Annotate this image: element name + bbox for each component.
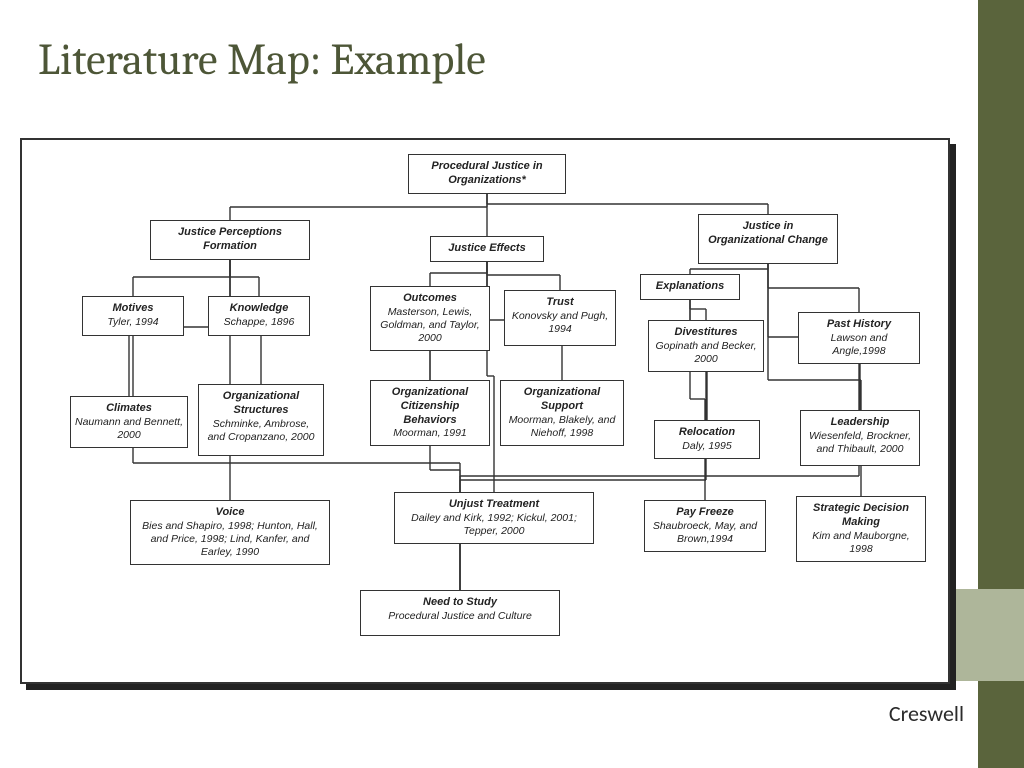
node-title: Climates xyxy=(75,402,183,416)
node-citation: Moorman, Blakely, and Niehoff, 1998 xyxy=(505,414,619,440)
node-joc: Justice in Organizational Change xyxy=(698,214,838,264)
node-title: Justice in Organizational Change xyxy=(703,220,833,248)
node-orgsupport: Organizational SupportMoorman, Blakely, … xyxy=(500,380,624,446)
node-citation: Tyler, 1994 xyxy=(87,316,179,329)
node-title: Explanations xyxy=(645,280,735,294)
node-title: Pay Freeze xyxy=(649,506,761,520)
node-title: Knowledge xyxy=(213,302,305,316)
node-title: Strategic Decision Making xyxy=(801,502,921,530)
node-title: Organizational Citizenship Behaviors xyxy=(375,386,485,427)
node-unjust: Unjust TreatmentDailey and Kirk, 1992; K… xyxy=(394,492,594,544)
node-title: Need to Study xyxy=(365,596,555,610)
node-need: Need to StudyProcedural Justice and Cult… xyxy=(360,590,560,636)
node-citation: Schappe, 1896 xyxy=(213,316,305,329)
node-explan: Explanations xyxy=(640,274,740,300)
node-title: Procedural Justice in Organizations* xyxy=(413,160,561,188)
node-root: Procedural Justice in Organizations* xyxy=(408,154,566,194)
node-title: Trust xyxy=(509,296,611,310)
node-climates: ClimatesNaumann and Bennett, 2000 xyxy=(70,396,188,448)
node-outcomes: OutcomesMasterson, Lewis, Goldman, and T… xyxy=(370,286,490,351)
literature-map-diagram: Procedural Justice in Organizations* Just… xyxy=(20,138,950,684)
credit-label: Creswell xyxy=(889,700,964,727)
node-citation: Schminke, Ambrose, and Cropanzano, 2000 xyxy=(203,418,319,444)
node-title: Divestitures xyxy=(653,326,759,340)
node-title: Relocation xyxy=(659,426,755,440)
page-title: Literature Map: Example xyxy=(38,34,486,85)
node-title: Justice Perceptions Formation xyxy=(155,226,305,254)
node-voice: VoiceBies and Shapiro, 1998; Hunton, Hal… xyxy=(130,500,330,565)
node-citation: Konovsky and Pugh, 1994 xyxy=(509,310,611,336)
node-je: Justice Effects xyxy=(430,236,544,262)
node-strategic: Strategic Decision MakingKim and Mauborg… xyxy=(796,496,926,562)
node-title: Organizational Structures xyxy=(203,390,319,418)
node-jpf: Justice Perceptions Formation xyxy=(150,220,310,260)
node-citation: Wiesenfeld, Brockner, and Thibault, 2000 xyxy=(805,430,915,456)
node-title: Motives xyxy=(87,302,179,316)
node-motives: MotivesTyler, 1994 xyxy=(82,296,184,336)
node-citation: Daly, 1995 xyxy=(659,440,755,453)
node-title: Leadership xyxy=(805,416,915,430)
node-title: Justice Effects xyxy=(435,242,539,256)
slide-container: Literature Map: Example Creswell Procedu… xyxy=(0,0,1024,768)
node-citation: Procedural Justice and Culture xyxy=(365,610,555,623)
node-title: Unjust Treatment xyxy=(399,498,589,512)
node-payfreeze: Pay FreezeShaubroeck, May, and Brown,199… xyxy=(644,500,766,552)
node-leadership: LeadershipWiesenfeld, Brockner, and Thib… xyxy=(800,410,920,466)
node-citation: Shaubroeck, May, and Brown,1994 xyxy=(649,520,761,546)
node-citation: Dailey and Kirk, 1992; Kickul, 2001; Tep… xyxy=(399,512,589,538)
node-citation: Lawson and Angle,1998 xyxy=(803,332,915,358)
node-orgstruct: Organizational StructuresSchminke, Ambro… xyxy=(198,384,324,456)
node-reloc: RelocationDaly, 1995 xyxy=(654,420,760,459)
node-citation: Kim and Mauborgne, 1998 xyxy=(801,530,921,556)
node-citation: Masterson, Lewis, Goldman, and Taylor, 2… xyxy=(375,306,485,345)
node-title: Past History xyxy=(803,318,915,332)
node-citation: Bies and Shapiro, 1998; Hunton, Hall, an… xyxy=(135,520,325,559)
node-ocb: Organizational Citizenship BehaviorsMoor… xyxy=(370,380,490,446)
node-title: Organizational Support xyxy=(505,386,619,414)
node-title: Voice xyxy=(135,506,325,520)
node-divest: DivestituresGopinath and Becker, 2000 xyxy=(648,320,764,372)
node-trust: TrustKonovsky and Pugh, 1994 xyxy=(504,290,616,346)
node-citation: Naumann and Bennett, 2000 xyxy=(75,416,183,442)
node-citation: Gopinath and Becker, 2000 xyxy=(653,340,759,366)
node-knowledge: KnowledgeSchappe, 1896 xyxy=(208,296,310,336)
node-citation: Moorman, 1991 xyxy=(375,427,485,440)
node-pasthist: Past HistoryLawson and Angle,1998 xyxy=(798,312,920,364)
node-title: Outcomes xyxy=(375,292,485,306)
